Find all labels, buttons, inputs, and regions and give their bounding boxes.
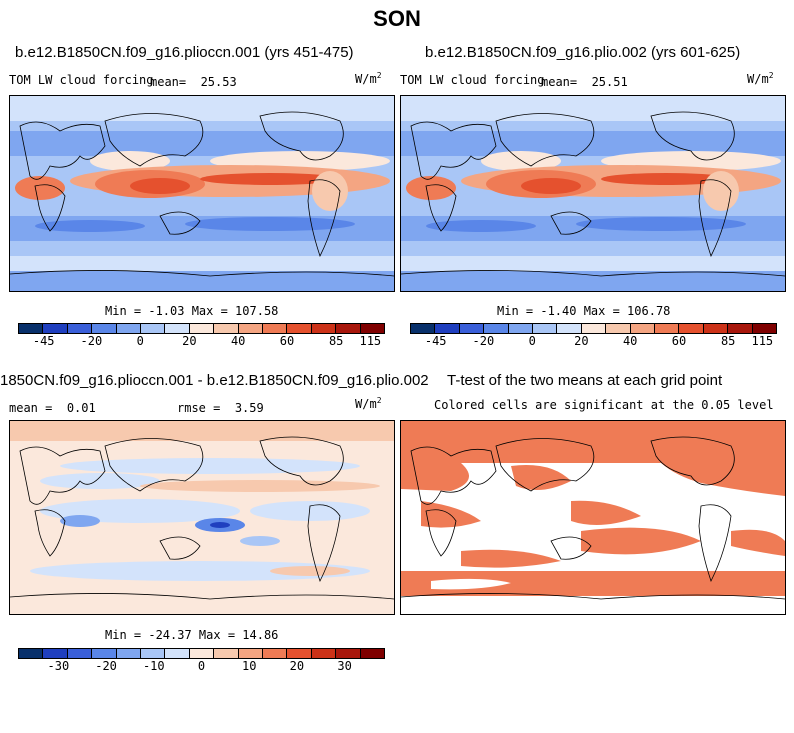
cbar-seg xyxy=(311,324,337,333)
panel1-variable: TOM LW cloud forcing xyxy=(9,73,154,87)
cbar-seg xyxy=(43,324,68,333)
cbar-seg xyxy=(679,324,704,333)
panel2-title: b.e12.B1850CN.f09_g16.plio.002 (yrs 601-… xyxy=(425,44,741,61)
cbar-tick: 0 xyxy=(197,659,206,673)
cbar-seg xyxy=(606,324,631,333)
cbar-tick: 0 xyxy=(136,334,144,348)
cbar-seg xyxy=(435,324,460,333)
cbar-seg xyxy=(287,649,312,658)
panel2-colorbar xyxy=(410,323,777,334)
panel1-map xyxy=(9,95,395,292)
cbar-seg xyxy=(238,324,264,333)
panel1-title: b.e12.B1850CN.f09_g16.plioccn.001 (yrs 4… xyxy=(15,44,354,61)
panel1-colorbar-labels: -45 -20 0 20 40 60 85 115 xyxy=(18,334,385,350)
cbar-seg xyxy=(116,649,142,658)
cbar-tick: -20 xyxy=(80,334,103,348)
cbar-tick: 20 xyxy=(574,334,589,348)
cbar-seg xyxy=(263,324,288,333)
cbar-seg xyxy=(67,324,93,333)
panel1-minmax: Min = -1.03 Max = 107.58 xyxy=(105,304,279,318)
cbar-tick: 20 xyxy=(182,334,197,348)
cbar-seg xyxy=(752,324,777,333)
cbar-seg xyxy=(360,324,385,333)
panel2-minmax: Min = -1.40 Max = 106.78 xyxy=(497,304,671,318)
cbar-tick: 85 xyxy=(328,334,344,348)
panel1-mean: mean= 25.53 xyxy=(150,75,237,89)
panel3-minmax: Min = -24.37 Max = 14.86 xyxy=(105,628,279,642)
cbar-tick: -20 xyxy=(95,659,117,673)
panel2-mean: mean= 25.51 xyxy=(541,75,628,89)
cbar-seg xyxy=(728,324,753,333)
cbar-seg xyxy=(581,324,607,333)
panel1-colorbar xyxy=(18,323,385,334)
cbar-seg xyxy=(116,324,142,333)
cbar-tick: 85 xyxy=(720,334,736,348)
cbar-seg xyxy=(43,649,68,658)
cbar-seg xyxy=(189,649,215,658)
cbar-seg xyxy=(655,324,680,333)
cbar-tick: -10 xyxy=(142,659,165,673)
cbar-tick: 40 xyxy=(622,334,638,348)
panel2-map xyxy=(400,95,786,292)
cbar-seg xyxy=(508,324,534,333)
cbar-seg xyxy=(557,324,582,333)
panel4-subtitle: Colored cells are significant at the 0.0… xyxy=(434,398,774,412)
cbar-seg xyxy=(67,649,93,658)
panel3-title: 1850CN.f09_g16.plioccn.001 - b.e12.B1850… xyxy=(0,372,429,389)
cbar-seg xyxy=(263,649,288,658)
cbar-tick: -20 xyxy=(472,334,495,348)
panel3-mean: mean = 0.01 xyxy=(9,401,96,415)
cbar-tick: 20 xyxy=(289,659,305,673)
figure-title: SON xyxy=(373,6,421,31)
panel4-map xyxy=(400,420,786,615)
panel3-map xyxy=(9,420,395,615)
cbar-seg xyxy=(214,649,239,658)
cbar-seg xyxy=(165,324,190,333)
panel3-colorbar-labels: -30 -20 -10 0 10 20 30 xyxy=(18,659,385,675)
cbar-seg xyxy=(459,324,485,333)
cbar-tick: -45 xyxy=(32,334,55,348)
cbar-seg xyxy=(19,649,44,658)
panel2-colorbar-labels: -45 -20 0 20 40 60 85 115 xyxy=(410,334,777,350)
panel1-units: W/m2 xyxy=(355,71,382,86)
cbar-seg xyxy=(703,324,729,333)
cbar-seg xyxy=(311,649,337,658)
cbar-seg xyxy=(141,649,166,658)
cbar-seg xyxy=(336,649,361,658)
panel3-colorbar xyxy=(18,648,385,659)
cbar-seg xyxy=(238,649,264,658)
cbar-seg xyxy=(484,324,509,333)
cbar-seg xyxy=(141,324,166,333)
cbar-seg xyxy=(189,324,215,333)
cbar-tick: 115 xyxy=(359,334,382,348)
cbar-tick: 0 xyxy=(528,334,536,348)
cbar-seg xyxy=(165,649,190,658)
panel3-units: W/m2 xyxy=(355,396,382,411)
cbar-seg xyxy=(533,324,558,333)
cbar-seg xyxy=(336,324,361,333)
cbar-seg xyxy=(360,649,385,658)
cbar-seg xyxy=(19,324,44,333)
cbar-seg xyxy=(214,324,239,333)
cbar-seg xyxy=(630,324,656,333)
cbar-tick: -30 xyxy=(47,659,70,673)
cbar-tick: 40 xyxy=(230,334,246,348)
panel4-title: T-test of the two means at each grid poi… xyxy=(447,372,723,389)
cbar-tick: 115 xyxy=(751,334,774,348)
panel3-rmse: rmse = 3.59 xyxy=(177,401,264,415)
cbar-seg xyxy=(92,649,117,658)
cbar-seg xyxy=(92,324,117,333)
cbar-seg xyxy=(287,324,312,333)
cbar-tick: 60 xyxy=(671,334,687,348)
cbar-seg xyxy=(411,324,436,333)
cbar-tick: 60 xyxy=(279,334,295,348)
cbar-tick: 30 xyxy=(337,659,352,673)
cbar-tick: -45 xyxy=(424,334,447,348)
panel2-units: W/m2 xyxy=(747,71,774,86)
panel2-variable: TOM LW cloud forcing xyxy=(400,73,545,87)
cbar-tick: 10 xyxy=(241,659,257,673)
